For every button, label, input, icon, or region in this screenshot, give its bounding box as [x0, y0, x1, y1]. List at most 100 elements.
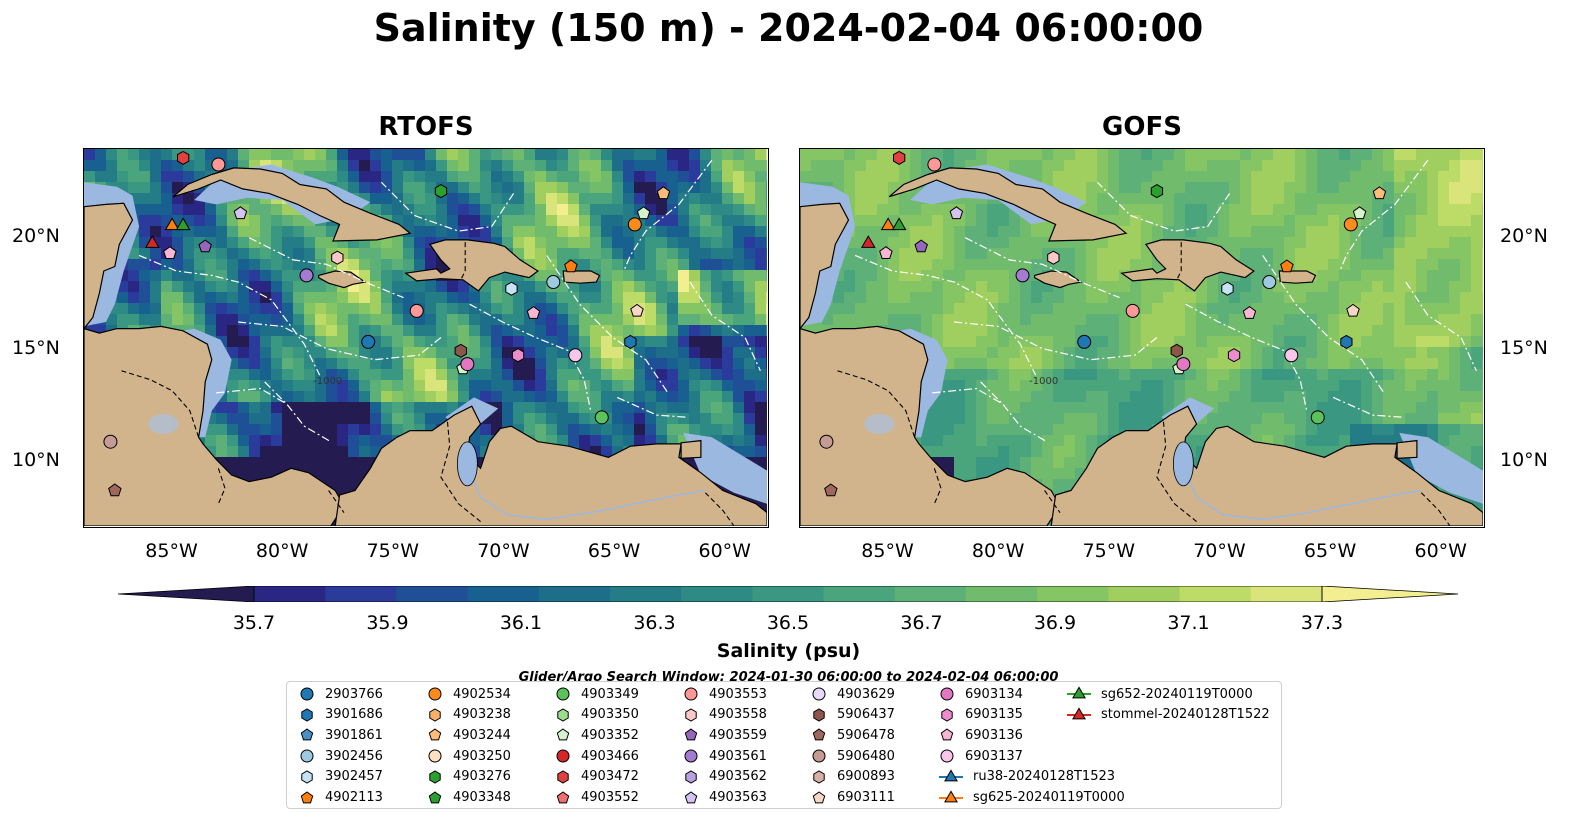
salinity-cell	[513, 303, 525, 315]
salinity-cell	[1284, 215, 1296, 227]
salinity-cell	[557, 380, 569, 392]
salinity-cell	[987, 457, 999, 469]
salinity-cell	[678, 182, 690, 194]
salinity-cell	[1449, 160, 1461, 172]
salinity-cell	[1086, 435, 1098, 447]
salinity-cell	[359, 347, 371, 359]
salinity-cell	[183, 292, 195, 304]
salinity-cell	[1262, 380, 1274, 392]
legend-marker	[940, 749, 954, 763]
salinity-cell	[128, 248, 140, 260]
salinity-cell	[1405, 171, 1417, 183]
salinity-cell	[293, 369, 305, 381]
rtofs-map-canvas: -1000	[83, 149, 778, 535]
salinity-cell	[381, 248, 393, 260]
salinity-cell	[183, 248, 195, 260]
salinity-cell	[414, 182, 426, 194]
salinity-cell	[1031, 303, 1043, 315]
salinity-cell	[172, 259, 184, 271]
salinity-cell	[1031, 435, 1043, 447]
salinity-cell	[216, 259, 228, 271]
salinity-cell	[976, 391, 988, 403]
salinity-cell	[304, 303, 316, 315]
salinity-cell	[722, 215, 734, 227]
salinity-cell	[1108, 292, 1120, 304]
salinity-cell	[1229, 325, 1241, 337]
salinity-cell	[1064, 435, 1076, 447]
legend-entry: 4902113	[297, 790, 383, 806]
salinity-cell	[293, 149, 305, 161]
salinity-cell	[348, 237, 360, 249]
salinity-cell	[1361, 171, 1373, 183]
salinity-cell	[965, 149, 977, 161]
salinity-cell	[1042, 380, 1054, 392]
salinity-cell	[425, 303, 437, 315]
salinity-cell	[458, 215, 470, 227]
salinity-cell	[1240, 292, 1252, 304]
salinity-cell	[755, 193, 767, 205]
salinity-cell	[403, 391, 415, 403]
salinity-cell	[1394, 413, 1406, 425]
salinity-cell	[1394, 303, 1406, 315]
salinity-cell	[700, 358, 712, 370]
colorbar-bin	[894, 586, 967, 602]
salinity-cell	[381, 204, 393, 216]
salinity-cell	[238, 314, 250, 326]
salinity-cell	[1350, 424, 1362, 436]
salinity-cell	[491, 226, 503, 238]
salinity-cell	[1482, 292, 1494, 304]
salinity-cell	[1119, 391, 1131, 403]
salinity-cell	[271, 226, 283, 238]
salinity-cell	[392, 215, 404, 227]
salinity-cell	[1097, 402, 1109, 414]
salinity-cell	[337, 424, 349, 436]
legend-entry: 6903134	[937, 686, 1023, 702]
salinity-cell	[844, 160, 856, 172]
colorbar-extend-high	[1321, 585, 1459, 603]
salinity-cell	[238, 446, 250, 458]
legend-marker	[429, 708, 441, 722]
salinity-cell	[1438, 248, 1450, 260]
salinity-cell	[1251, 281, 1263, 293]
salinity-cell	[469, 215, 481, 227]
salinity-cell	[1251, 193, 1263, 205]
salinity-cell	[667, 369, 679, 381]
salinity-cell	[634, 193, 646, 205]
salinity-cell	[557, 270, 569, 282]
salinity-cell	[1295, 424, 1307, 436]
salinity-cell	[722, 325, 734, 337]
salinity-cell	[1031, 468, 1043, 480]
salinity-cell	[855, 270, 867, 282]
salinity-cell	[1108, 160, 1120, 172]
salinity-cell	[447, 380, 459, 392]
argo-float-marker	[1284, 348, 1299, 363]
salinity-cell	[1460, 424, 1472, 436]
salinity-cell	[249, 215, 261, 227]
salinity-cell	[1295, 259, 1307, 271]
salinity-cell	[1130, 358, 1142, 370]
salinity-cell	[1449, 226, 1461, 238]
salinity-cell	[998, 292, 1010, 304]
salinity-cell	[238, 468, 250, 480]
salinity-cell	[1163, 303, 1175, 315]
salinity-cell	[150, 248, 162, 260]
salinity-cell	[1449, 281, 1461, 293]
salinity-cell	[315, 259, 327, 271]
salinity-cell	[1240, 402, 1252, 414]
salinity-cell	[1031, 347, 1043, 359]
salinity-cell	[227, 380, 239, 392]
eez-boundary	[954, 321, 1158, 361]
salinity-cell	[139, 292, 151, 304]
salinity-cell	[1405, 237, 1417, 249]
salinity-cell	[216, 446, 228, 458]
salinity-cell	[1328, 369, 1340, 381]
salinity-cell	[359, 171, 371, 183]
salinity-cell	[1009, 259, 1021, 271]
salinity-cell	[1460, 281, 1472, 293]
salinity-cell	[414, 292, 426, 304]
salinity-cell	[337, 182, 349, 194]
salinity-cell	[1427, 204, 1439, 216]
salinity-cell	[700, 182, 712, 194]
legend-entry: 4903472	[553, 769, 639, 785]
salinity-cell	[612, 215, 624, 227]
